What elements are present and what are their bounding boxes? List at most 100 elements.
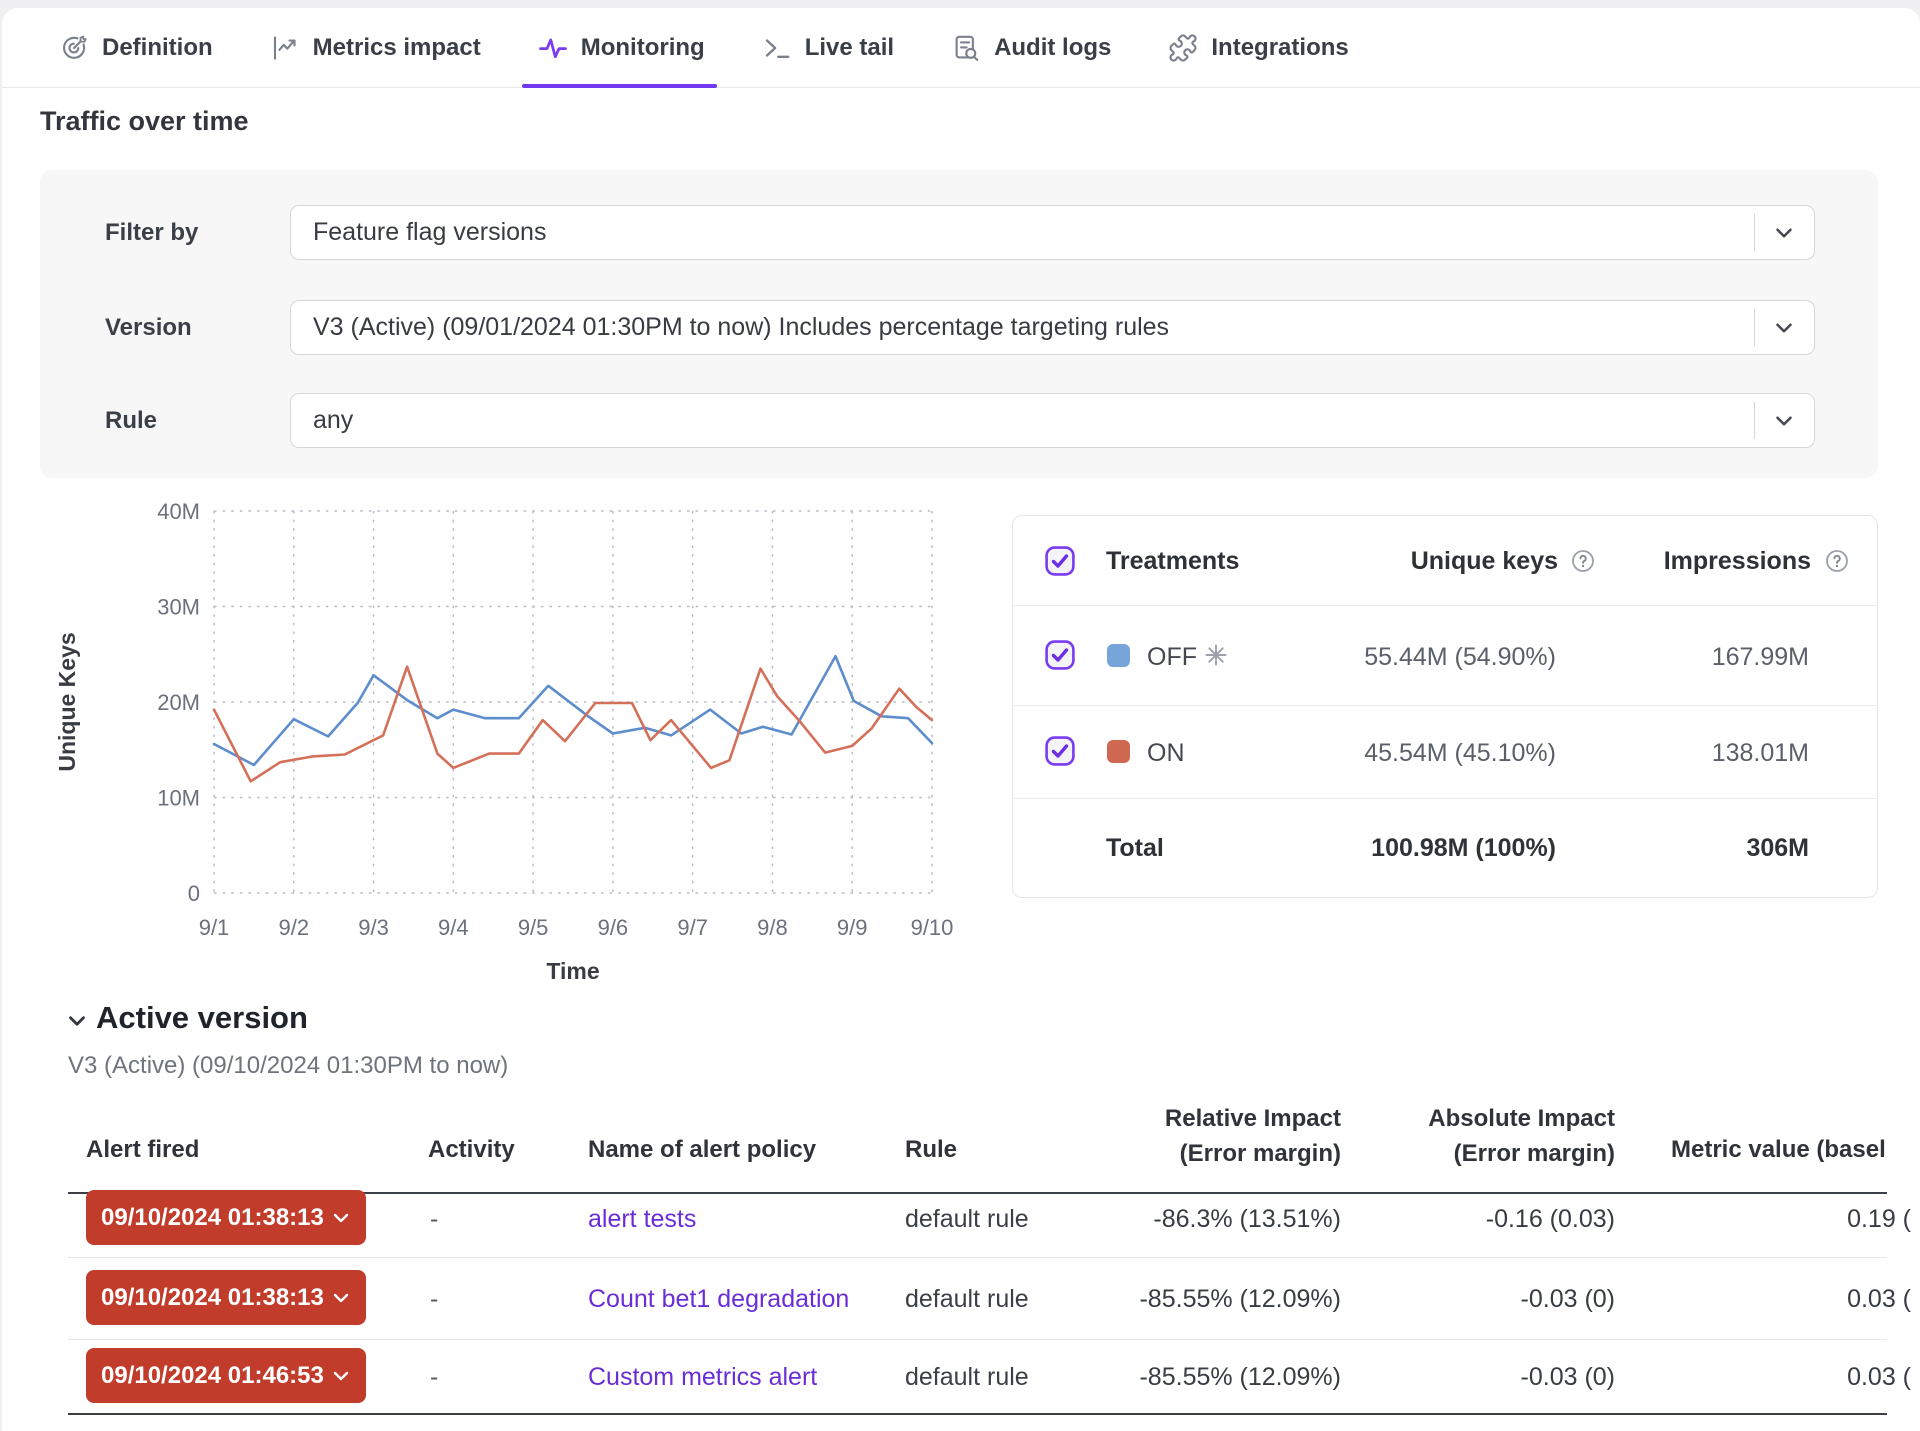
- absolute-impact-header: Absolute Impact (Error margin): [1428, 1105, 1615, 1167]
- active-version-title: Active version: [96, 1000, 308, 1035]
- divider: [1013, 798, 1877, 799]
- unique-keys-help-icon[interactable]: [1571, 549, 1595, 573]
- puzzle-icon: [1168, 33, 1198, 63]
- y-axis-title: Unique Keys: [54, 632, 80, 771]
- divider: [1013, 705, 1877, 706]
- impressions-header: Impressions: [1663, 547, 1811, 575]
- treatments-select-all-checkbox[interactable]: [1044, 545, 1076, 577]
- activity-cell: -: [430, 1205, 439, 1233]
- table-rule: [68, 1192, 1887, 1194]
- line-chart-icon: [270, 33, 300, 63]
- alert-policy-link[interactable]: alert tests: [588, 1205, 697, 1233]
- tab-monitoring[interactable]: Monitoring: [521, 8, 717, 88]
- version-value: V3 (Active) (09/01/2024 01:30PM to now) …: [313, 313, 1170, 341]
- y-tick-label: 10M: [157, 786, 200, 811]
- tab-monitoring-label: Monitoring: [580, 33, 705, 61]
- tab-definition-label: Definition: [102, 33, 213, 61]
- unique-keys-header: Unique keys: [1410, 547, 1558, 575]
- alert-fired-time: 09/10/2024 01:46:53: [101, 1361, 324, 1389]
- metric-value-header: Metric value (basel: [1671, 1136, 1886, 1163]
- tab-definition[interactable]: Definition: [59, 8, 213, 87]
- chevron-down-icon: [333, 1371, 349, 1380]
- tab-live-tail[interactable]: Live tail: [762, 8, 894, 87]
- treatment-off-label: OFF: [1147, 643, 1197, 671]
- y-tick-label: 30M: [157, 595, 200, 620]
- total-impressions: 306M: [1746, 834, 1809, 862]
- absolute-impact-cell: -0.16 (0.03): [1485, 1205, 1615, 1233]
- alert-fired-badge[interactable]: 09/10/2024 01:46:53: [86, 1348, 366, 1403]
- relative-impact-cell: -86.3% (13.51%): [1153, 1205, 1341, 1233]
- on-impressions: 138.01M: [1711, 739, 1809, 767]
- row-divider: [68, 1257, 1887, 1258]
- version-label: Version: [105, 314, 192, 341]
- rule-select[interactable]: any: [290, 393, 1815, 448]
- tab-bar: Definition Metrics impact Monitoring Liv…: [2, 8, 1920, 88]
- collapse-chevron-icon[interactable]: [64, 1008, 90, 1034]
- total-unique-keys: 100.98M (100%): [1371, 834, 1556, 862]
- off-impressions: 167.99M: [1711, 643, 1809, 671]
- activity-header: Activity: [428, 1136, 515, 1163]
- tab-audit-logs[interactable]: Audit logs: [951, 8, 1111, 87]
- x-tick-label: 9/5: [518, 915, 549, 940]
- alert-policy-link[interactable]: Count bet1 degradation: [588, 1285, 850, 1313]
- metric-value-cell: 0.03 (: [1847, 1363, 1911, 1391]
- rule-cell: default rule: [905, 1205, 1029, 1233]
- x-tick-label: 9/7: [677, 915, 708, 940]
- filter-by-select[interactable]: Feature flag versions: [290, 205, 1815, 260]
- select-divider: [1754, 309, 1755, 346]
- y-tick-label: 40M: [157, 499, 200, 524]
- version-select[interactable]: V3 (Active) (09/01/2024 01:30PM to now) …: [290, 300, 1815, 355]
- select-divider: [1754, 402, 1755, 439]
- alert-policy-link[interactable]: Custom metrics alert: [588, 1363, 818, 1391]
- treatment-on-label: ON: [1147, 739, 1185, 767]
- tab-metrics-impact[interactable]: Metrics impact: [270, 8, 481, 87]
- x-tick-label: 9/4: [438, 915, 469, 940]
- table-rule: [68, 1413, 1887, 1415]
- chevron-down-icon: [1776, 323, 1792, 333]
- chevron-down-icon: [333, 1213, 349, 1222]
- x-tick-label: 9/3: [358, 915, 389, 940]
- on-series-swatch: [1107, 740, 1130, 763]
- document-search-icon: [951, 33, 981, 63]
- x-tick-label: 9/2: [278, 915, 309, 940]
- relative-impact-cell: -85.55% (12.09%): [1139, 1285, 1341, 1313]
- rule-label: Rule: [105, 407, 158, 434]
- x-tick-label: 9/8: [757, 915, 788, 940]
- chevron-down-icon: [333, 1293, 349, 1302]
- filter-panel: Filter by Feature flag versions Version …: [40, 170, 1878, 478]
- rule-cell: default rule: [905, 1285, 1029, 1313]
- relative-impact-cell: -85.55% (12.09%): [1139, 1363, 1341, 1391]
- tab-audit-logs-label: Audit logs: [994, 33, 1112, 61]
- x-tick-label: 9/9: [837, 915, 868, 940]
- alert-fired-badge[interactable]: 09/10/2024 01:38:13: [86, 1270, 366, 1325]
- series-on-line: [212, 665, 934, 783]
- treatments-header: Treatments: [1106, 547, 1240, 575]
- alert-policy-name-header: Name of alert policy: [588, 1136, 817, 1163]
- default-treatment-asterisk-icon: [1205, 644, 1227, 666]
- treatment-on-checkbox[interactable]: [1044, 735, 1076, 767]
- row-divider: [68, 1339, 1887, 1340]
- chevron-down-icon: [1776, 228, 1792, 238]
- tab-integrations[interactable]: Integrations: [1168, 8, 1349, 87]
- chevron-down-icon: [1776, 416, 1792, 426]
- impressions-help-icon[interactable]: [1825, 549, 1849, 573]
- total-label: Total: [1106, 834, 1164, 862]
- select-divider: [1754, 214, 1755, 251]
- filter-by-value: Feature flag versions: [313, 218, 547, 246]
- alert-fired-time: 09/10/2024 01:38:13: [101, 1283, 324, 1311]
- treatments-panel: Treatments Unique keys Impressions OFF 5…: [1012, 515, 1878, 898]
- traffic-chart: 0 10M 20M 30M 40M 9/1 9/2 9/3 9/4 9/5 9/6 9/7 9/8 9/9…: [40, 488, 1000, 1003]
- alert-fired-header: Alert fired: [86, 1136, 200, 1163]
- treatment-off-checkbox[interactable]: [1044, 639, 1076, 671]
- tab-metrics-impact-label: Metrics impact: [312, 33, 481, 61]
- filter-row-filter-by: Filter by Feature flag versions: [40, 205, 1878, 260]
- activity-cell: -: [430, 1363, 439, 1391]
- metric-value-cell: 0.03 (: [1847, 1285, 1911, 1313]
- traffic-chart-svg: 0 10M 20M 30M 40M 9/1 9/2 9/3 9/4 9/5 9/6 9/7 9/8 9/9…: [54, 499, 954, 984]
- alert-fired-badge[interactable]: 09/10/2024 01:38:13: [86, 1190, 366, 1245]
- x-tick-label: 9/6: [598, 915, 629, 940]
- tab-live-tail-label: Live tail: [804, 33, 895, 61]
- absolute-impact-cell: -0.03 (0): [1520, 1363, 1615, 1391]
- x-tick-label: 9/10: [911, 915, 954, 940]
